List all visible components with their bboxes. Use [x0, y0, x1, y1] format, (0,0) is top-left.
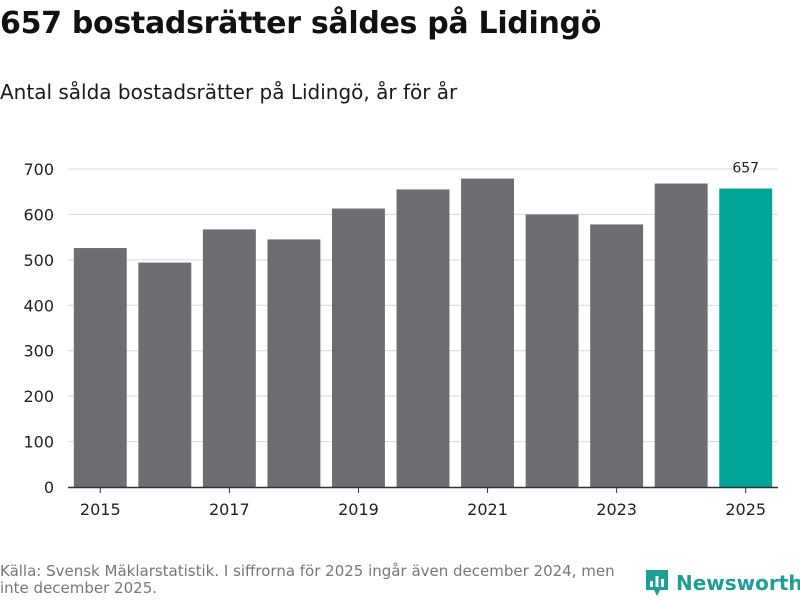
bar-2021 — [461, 178, 515, 487]
y-tick-label: 0 — [44, 478, 54, 497]
bar-2017 — [202, 229, 256, 488]
bar-2019 — [331, 208, 385, 487]
brand-name: Newsworthy — [676, 571, 800, 595]
x-tick-label: 2019 — [338, 500, 379, 519]
bar-2022 — [525, 214, 579, 487]
y-tick-label: 100 — [23, 433, 54, 452]
y-tick-label: 700 — [23, 160, 54, 179]
bar-2018 — [267, 239, 321, 487]
chart-title: 657 bostadsrätter såldes på Lidingö — [0, 6, 601, 41]
data-label: 657 — [732, 161, 759, 177]
newsworthy-logo-icon — [646, 570, 668, 596]
bar-chart: 0 100 200 300 400 500 600 700 2015 2017 2019 2021 20… — [23, 160, 778, 519]
bar-2020 — [396, 189, 450, 487]
x-tick-label: 2017 — [209, 500, 250, 519]
x-tick-label: 2025 — [725, 500, 766, 519]
bar-2025 — [719, 188, 773, 487]
bar-2023 — [590, 224, 644, 487]
bar-2016 — [138, 262, 192, 487]
chart-subtitle: Antal sålda bostadsrätter på Lidingö, år… — [0, 80, 458, 104]
y-tick-label: 200 — [23, 387, 54, 406]
y-tick-label: 600 — [23, 205, 54, 224]
x-tick-label: 2015 — [80, 500, 121, 519]
brand[interactable]: Newsworthy — [644, 568, 800, 598]
x-tick-label: 2023 — [596, 500, 637, 519]
y-tick-label: 300 — [23, 342, 54, 361]
bar-2024 — [654, 183, 708, 487]
x-tick-label: 2021 — [467, 500, 508, 519]
y-tick-label: 400 — [23, 296, 54, 315]
bar-2015 — [73, 248, 127, 487]
y-tick-label: 500 — [23, 251, 54, 270]
source-note: Källa: Svensk Mäklarstatistik. I siffror… — [0, 562, 615, 597]
